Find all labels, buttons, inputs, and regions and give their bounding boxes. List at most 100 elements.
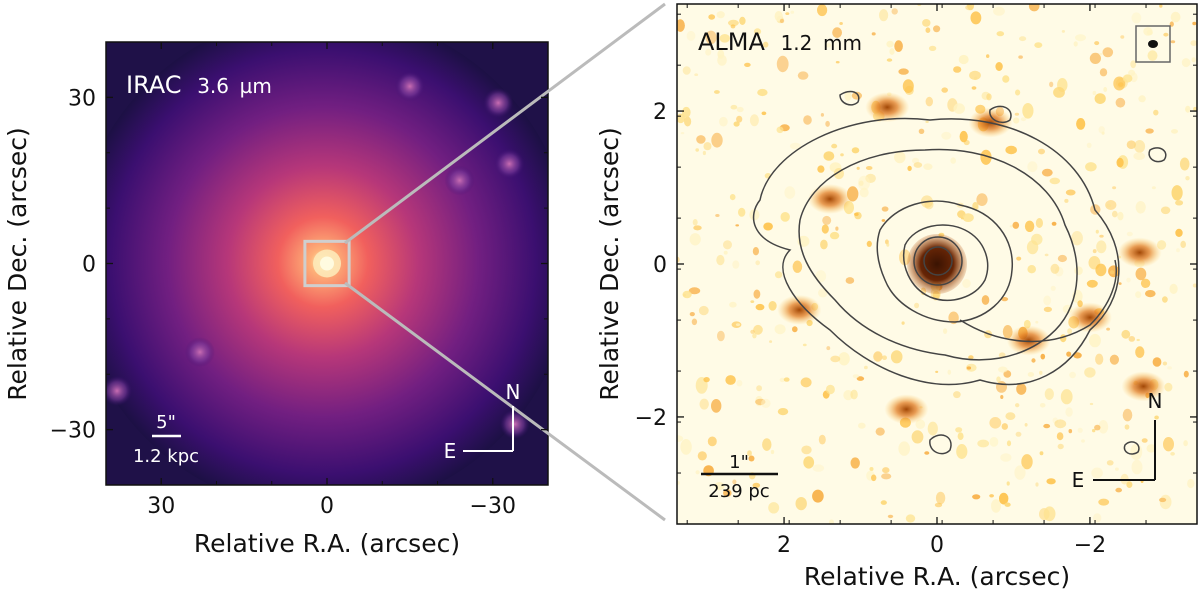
alma-noise-speck <box>902 79 914 93</box>
alma-noise-speck <box>864 365 868 370</box>
irac-title-unit: µm <box>240 74 272 98</box>
irac-ytick-label: −30 <box>50 419 96 444</box>
alma-noise-speck <box>977 439 990 448</box>
alma-noise-speck <box>962 213 974 223</box>
alma-noise-speck <box>989 494 994 498</box>
alma-noise-speck <box>1013 117 1020 124</box>
alma-noise-speck <box>1027 161 1038 173</box>
alma-noise-speck <box>1183 440 1188 447</box>
alma-noise-speck <box>749 114 759 127</box>
alma-noise-speck <box>1021 454 1033 470</box>
alma-noise-speck <box>1106 203 1112 208</box>
alma-noise-speck <box>823 151 835 161</box>
alma-noise-speck <box>1170 452 1175 456</box>
alma-noise-speck <box>753 324 763 335</box>
irac-scalebar: 5" 1.2 kpc <box>133 412 199 467</box>
irac-image <box>106 42 548 485</box>
alma-noise-speck <box>801 445 812 455</box>
alma-noise-speck <box>907 165 912 172</box>
irac-title-main: IRAC <box>126 71 182 99</box>
alma-noise-speck <box>763 41 769 48</box>
alma-noise-speck <box>866 240 872 247</box>
alma-noise-speck <box>682 66 691 75</box>
alma-noise-speck <box>914 302 920 309</box>
alma-noise-speck <box>1135 291 1142 298</box>
irac-ytick-label: 30 <box>68 86 96 111</box>
alma-noise-speck <box>768 502 780 514</box>
alma-panel-title: ALMA 1.2 mm <box>698 28 862 56</box>
alma-noise-speck <box>1040 353 1046 360</box>
alma-noise-speck <box>1115 467 1119 471</box>
alma-noise-speck <box>1109 354 1119 365</box>
alma-noise-speck <box>1096 240 1107 254</box>
irac-source <box>444 165 475 196</box>
alma-noise-speck <box>1002 75 1010 83</box>
alma-noise-speck <box>1022 103 1034 119</box>
alma-noise-speck <box>965 4 973 11</box>
alma-noise-speck <box>688 287 701 295</box>
alma-noise-speck <box>991 499 1001 513</box>
alma-noise-speck <box>695 148 699 152</box>
alma-noise-speck <box>887 514 894 519</box>
alma-noise-speck <box>1077 427 1083 433</box>
alma-noise-speck <box>935 370 939 373</box>
alma-noise-speck <box>749 209 760 221</box>
irac-x-axis-label: Relative R.A. (arcsec) <box>194 529 460 558</box>
alma-noise-speck <box>777 408 789 416</box>
alma-noise-speck <box>947 369 952 375</box>
alma-noise-speck <box>1061 30 1065 33</box>
alma-noise-speck <box>802 343 807 347</box>
alma-noise-speck <box>711 132 723 148</box>
alma-noise-speck <box>723 489 732 497</box>
alma-noise-speck <box>779 377 786 383</box>
irac-compass-north: N <box>506 380 521 404</box>
alma-noise-speck <box>1102 47 1114 58</box>
alma-noise-speck <box>1128 336 1136 342</box>
alma-noise-speck <box>768 301 777 311</box>
alma-noise-speck <box>1094 424 1101 431</box>
alma-noise-speck <box>948 311 959 325</box>
alma-noise-speck <box>1009 225 1013 228</box>
alma-noise-speck <box>729 301 737 308</box>
alma-noise-speck <box>739 16 746 25</box>
alma-noise-speck <box>890 350 903 364</box>
alma-noise-speck <box>1067 328 1072 335</box>
alma-noise-speck <box>928 45 937 52</box>
alma-noise-speck <box>689 233 701 246</box>
alma-noise-speck <box>1152 357 1162 367</box>
alma-noise-speck <box>717 330 725 342</box>
alma-noise-speck <box>1074 266 1083 276</box>
alma-noise-speck <box>1016 383 1027 395</box>
alma-noise-speck <box>826 346 831 351</box>
alma-noise-speck <box>1106 327 1110 331</box>
alma-noise-speck <box>1092 90 1097 96</box>
alma-noise-speck <box>1187 478 1195 489</box>
alma-noise-speck <box>1094 41 1100 46</box>
alma-noise-speck <box>1126 231 1133 237</box>
contour-island-4 <box>929 434 952 455</box>
contour-level-2 <box>798 148 1078 361</box>
alma-noise-speck <box>850 389 858 400</box>
alma-noise-speck <box>1043 295 1052 306</box>
alma-noise-speck <box>1053 87 1065 98</box>
alma-noise-speck <box>835 226 839 231</box>
alma-noise-speck <box>881 219 886 222</box>
alma-noise-speck <box>845 277 855 284</box>
alma-noise-speck <box>1192 21 1197 26</box>
irac-source <box>494 148 525 179</box>
alma-noise-speck <box>1170 11 1181 23</box>
alma-noise-speck <box>1049 81 1054 88</box>
alma-ytick-label: 2 <box>653 100 667 125</box>
alma-noise-speck <box>761 398 771 408</box>
alma-noise-speck <box>736 379 743 387</box>
alma-noise-speck <box>880 500 887 505</box>
alma-noise-speck <box>1181 58 1191 68</box>
alma-noise-speck <box>832 27 842 38</box>
alma-noise-speck <box>953 391 961 399</box>
alma-ytick-label: 0 <box>653 253 667 278</box>
alma-noise-speck <box>886 242 890 247</box>
alma-noise-speck <box>736 115 743 123</box>
alma-noise-speck <box>694 73 699 76</box>
alma-noise-speck <box>1101 131 1105 135</box>
alma-noise-speck <box>1135 201 1146 214</box>
